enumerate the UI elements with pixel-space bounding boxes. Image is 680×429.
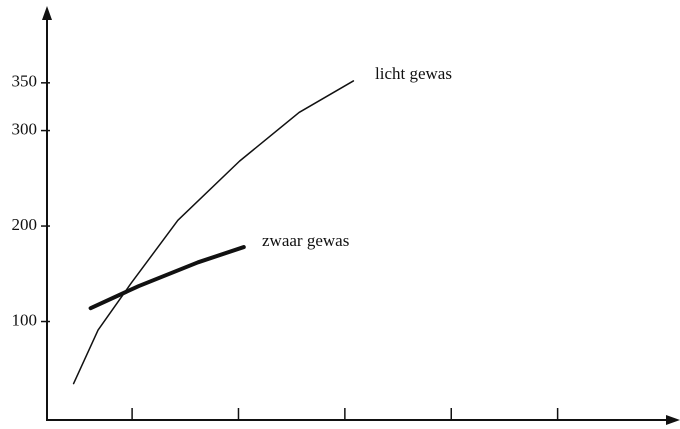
y-tick-label: 200 — [12, 215, 38, 234]
annotation: licht gewas — [375, 64, 452, 83]
x-axis-arrow — [666, 415, 680, 425]
y-tick-label: 100 — [12, 310, 38, 329]
y-tick-label: 300 — [12, 119, 38, 138]
y-axis-arrow — [42, 6, 52, 20]
y-tick-label: 350 — [12, 72, 38, 91]
line-series — [88, 245, 246, 311]
annotation: zwaar gewas — [262, 231, 349, 250]
line-series — [72, 80, 355, 385]
